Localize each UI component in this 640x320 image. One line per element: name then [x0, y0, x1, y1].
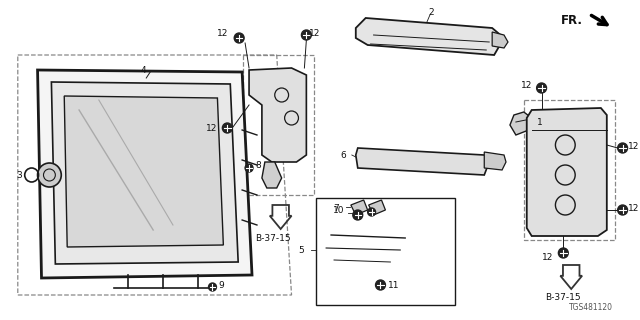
Circle shape — [536, 83, 547, 93]
Polygon shape — [38, 70, 252, 278]
Text: 3: 3 — [16, 171, 22, 180]
Polygon shape — [51, 82, 238, 264]
Text: 12: 12 — [205, 124, 217, 132]
Text: 9: 9 — [218, 281, 224, 290]
Circle shape — [376, 280, 385, 290]
Circle shape — [209, 283, 216, 291]
Circle shape — [618, 205, 628, 215]
Polygon shape — [262, 162, 282, 188]
Circle shape — [222, 123, 232, 133]
Polygon shape — [369, 200, 385, 215]
Text: 1: 1 — [536, 117, 542, 126]
Polygon shape — [64, 96, 223, 247]
Text: 7: 7 — [333, 204, 339, 212]
Text: 12: 12 — [628, 204, 639, 212]
Text: 6: 6 — [340, 150, 346, 159]
Polygon shape — [356, 18, 504, 55]
Circle shape — [618, 143, 628, 153]
Text: 12: 12 — [521, 81, 532, 90]
Text: 12: 12 — [218, 28, 228, 37]
Text: 8: 8 — [255, 161, 260, 170]
Text: 12: 12 — [309, 28, 321, 37]
Polygon shape — [351, 200, 367, 215]
Text: 2: 2 — [428, 7, 433, 17]
Polygon shape — [484, 152, 506, 170]
Polygon shape — [356, 148, 489, 175]
Circle shape — [38, 163, 61, 187]
Text: TGS481120: TGS481120 — [569, 303, 612, 313]
Text: 4: 4 — [140, 66, 146, 75]
Circle shape — [353, 210, 363, 220]
Text: 12: 12 — [628, 141, 639, 150]
Text: 10: 10 — [333, 205, 344, 214]
Circle shape — [367, 208, 376, 216]
Polygon shape — [492, 32, 508, 48]
Circle shape — [234, 33, 244, 43]
Text: 12: 12 — [541, 253, 553, 262]
Text: B-37-15: B-37-15 — [545, 293, 581, 302]
Circle shape — [558, 248, 568, 258]
Text: FR.: FR. — [561, 13, 583, 27]
Polygon shape — [510, 112, 532, 135]
Circle shape — [301, 30, 311, 40]
Polygon shape — [249, 68, 307, 162]
Polygon shape — [527, 108, 607, 236]
Text: 5: 5 — [299, 245, 305, 254]
Circle shape — [245, 164, 253, 172]
Text: 11: 11 — [388, 281, 400, 290]
Text: B-37-15: B-37-15 — [255, 234, 291, 243]
